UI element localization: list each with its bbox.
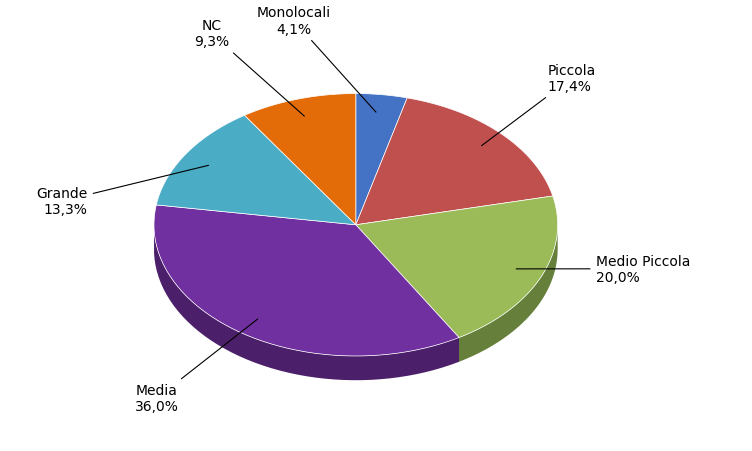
Text: Piccola
17,4%: Piccola 17,4%: [481, 64, 596, 147]
Polygon shape: [356, 99, 553, 226]
Polygon shape: [459, 226, 558, 362]
Polygon shape: [154, 230, 459, 380]
Polygon shape: [154, 206, 459, 356]
Polygon shape: [156, 116, 356, 226]
Polygon shape: [356, 226, 459, 362]
Text: Monolocali
4,1%: Monolocali 4,1%: [256, 6, 376, 113]
Text: Grande
13,3%: Grande 13,3%: [37, 166, 208, 216]
Text: Medio Piccola
20,0%: Medio Piccola 20,0%: [516, 254, 690, 284]
Polygon shape: [356, 197, 558, 338]
Polygon shape: [244, 94, 356, 226]
Polygon shape: [356, 226, 459, 362]
Polygon shape: [356, 94, 407, 226]
Text: NC
9,3%: NC 9,3%: [194, 19, 305, 117]
Text: Media
36,0%: Media 36,0%: [135, 319, 258, 414]
